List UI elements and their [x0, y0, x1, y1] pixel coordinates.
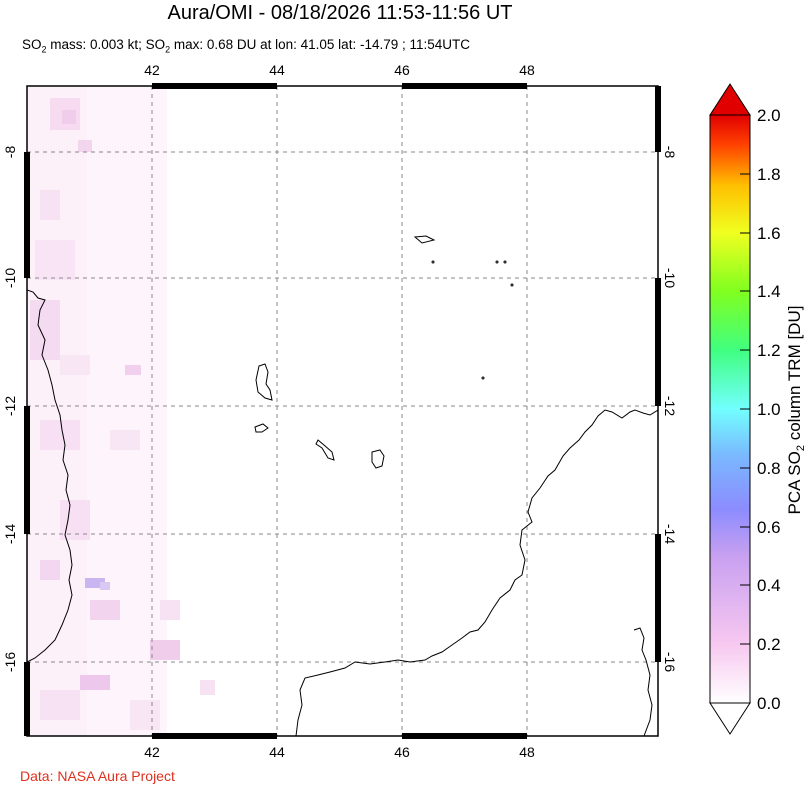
lat-label-right: -12: [662, 396, 678, 416]
lat-label-left: -14: [2, 524, 18, 544]
so2-pixels: [27, 86, 215, 736]
lon-label-bottom: 48: [519, 744, 535, 760]
lon-labels-bottom: 42 44 46 48: [144, 744, 535, 760]
coastlines: [27, 235, 658, 736]
lat-label-right: -14: [662, 524, 678, 544]
lat-label-left: -8: [2, 146, 18, 159]
colorbar-label-prefix: PCA SO: [785, 451, 804, 514]
lat-labels-left: -8 -10 -12 -14 -16: [2, 146, 18, 673]
lat-label-left: -10: [2, 268, 18, 288]
colorbar-tick-label: 2.0: [757, 106, 781, 125]
lat-label-left: -16: [2, 652, 18, 672]
colorbar-tick-label: 0.6: [757, 518, 781, 537]
colorbar-tick-label: 1.8: [757, 165, 781, 184]
lon-label-top: 42: [144, 62, 160, 78]
lat-label-right: -16: [662, 652, 678, 672]
colorbar: 0.0 0.2 0.4 0.6 0.8 1.0 1.2 1.4 1.6 1.8 …: [709, 83, 807, 735]
colorbar-tick-label: 1.2: [757, 341, 781, 360]
map-title: Aura/OMI - 08/18/2026 11:53-11:56 UT: [167, 2, 513, 24]
subtitle-mass-text: mass: 0.003 kt; SO: [46, 37, 166, 52]
colorbar-tick-label: 1.0: [757, 400, 781, 419]
colorbar-label: PCA SO2 column TRM [DU]: [785, 306, 807, 515]
data-credit: Data: NASA Aura Project: [20, 768, 175, 784]
subtitle-sub-1: 2: [41, 44, 47, 55]
colorbar-label-sub: 2: [795, 445, 807, 451]
colorbar-tick-label: 0.8: [757, 459, 781, 478]
lon-label-top: 46: [394, 62, 410, 78]
lat-label-right: -10: [662, 268, 678, 288]
lat-label-left: -12: [2, 396, 18, 416]
lon-label-bottom: 42: [144, 744, 160, 760]
lon-label-top: 48: [519, 62, 535, 78]
subtitle-max-text: max: 0.68 DU at lon: 41.05 lat: -14.79 ;…: [170, 37, 471, 52]
graticule: [27, 86, 658, 736]
lon-label-bottom: 46: [394, 744, 410, 760]
colorbar-min-arrow: [709, 702, 751, 735]
colorbar-tick-label: 0.2: [757, 635, 781, 654]
lon-label-bottom: 44: [269, 744, 285, 760]
subtitle-so-text: SO: [22, 37, 42, 52]
colorbar-tick-label: 0.0: [757, 694, 781, 713]
colorbar-max-arrow: [709, 83, 751, 116]
colorbar-label-suffix: column TRM [DU]: [785, 306, 804, 446]
lon-labels-top: 42 44 46 48: [144, 62, 535, 78]
colorbar-tick-label: 0.4: [757, 576, 781, 595]
colorbar-tick-label: 1.4: [757, 282, 781, 301]
lat-label-right: -8: [662, 146, 678, 159]
lon-label-top: 44: [269, 62, 285, 78]
colorbar-tick-label: 1.6: [757, 224, 781, 243]
subtitle-sub-2: 2: [165, 44, 171, 55]
frame-bars: [24, 83, 661, 739]
lat-labels-right: -8 -10 -12 -14 -16: [662, 146, 678, 673]
map-subtitle: SO2 mass: 0.003 kt; SO2 max: 0.68 DU at …: [22, 37, 470, 55]
